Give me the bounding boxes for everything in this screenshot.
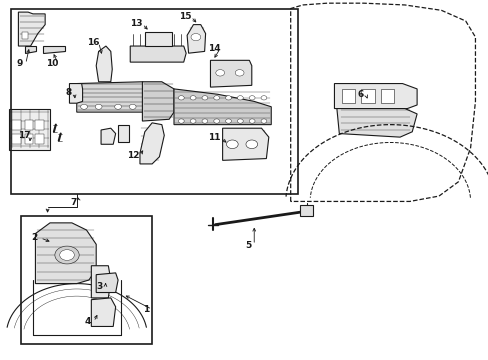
Circle shape <box>178 96 184 100</box>
Text: 10: 10 <box>46 59 59 68</box>
Bar <box>118 125 128 143</box>
Circle shape <box>81 104 87 109</box>
Circle shape <box>55 246 79 264</box>
Polygon shape <box>77 82 144 112</box>
Text: 14: 14 <box>207 44 220 53</box>
Text: 9: 9 <box>17 59 23 68</box>
Text: 1: 1 <box>143 305 149 314</box>
Text: 6: 6 <box>356 90 363 99</box>
Polygon shape <box>222 128 268 160</box>
Bar <box>11 9 297 194</box>
Circle shape <box>261 119 266 123</box>
Circle shape <box>115 104 121 109</box>
Polygon shape <box>35 223 96 284</box>
Circle shape <box>249 119 255 123</box>
Text: 17: 17 <box>19 131 31 140</box>
Circle shape <box>245 140 257 149</box>
Bar <box>12 134 21 144</box>
Circle shape <box>249 96 255 100</box>
Circle shape <box>191 33 201 41</box>
Polygon shape <box>91 266 111 298</box>
Text: 15: 15 <box>179 12 191 21</box>
Circle shape <box>235 69 244 76</box>
Bar <box>12 120 21 130</box>
Bar <box>35 120 44 130</box>
Circle shape <box>225 96 231 100</box>
Text: 7: 7 <box>70 198 77 207</box>
Bar <box>300 205 312 216</box>
Text: 16: 16 <box>86 38 99 47</box>
Polygon shape <box>334 84 416 109</box>
Circle shape <box>190 119 196 123</box>
Circle shape <box>95 104 102 109</box>
Polygon shape <box>336 109 416 137</box>
Bar <box>21 216 152 344</box>
Circle shape <box>202 119 207 123</box>
Circle shape <box>190 96 196 100</box>
Circle shape <box>226 140 238 149</box>
Polygon shape <box>96 46 112 82</box>
Bar <box>361 89 374 103</box>
Bar <box>35 134 44 144</box>
Polygon shape <box>174 89 271 125</box>
Polygon shape <box>101 128 116 144</box>
Polygon shape <box>25 46 36 53</box>
Polygon shape <box>19 12 45 46</box>
Polygon shape <box>42 46 64 53</box>
Circle shape <box>213 96 219 100</box>
Bar <box>9 109 50 150</box>
Circle shape <box>213 119 219 123</box>
Bar <box>25 134 33 144</box>
Polygon shape <box>187 24 205 53</box>
Text: 8: 8 <box>65 88 71 97</box>
Text: 5: 5 <box>245 240 251 249</box>
Text: 3: 3 <box>96 282 102 291</box>
Text: 13: 13 <box>130 19 142 28</box>
Bar <box>380 89 393 103</box>
Bar <box>144 32 171 46</box>
Bar <box>341 89 355 103</box>
Polygon shape <box>69 84 82 103</box>
Circle shape <box>225 119 231 123</box>
Polygon shape <box>96 273 118 293</box>
Polygon shape <box>130 46 186 62</box>
Text: 2: 2 <box>31 233 38 242</box>
Polygon shape <box>142 82 174 121</box>
Text: 11: 11 <box>208 133 220 142</box>
Bar <box>25 120 33 130</box>
Circle shape <box>237 96 243 100</box>
Text: 4: 4 <box>84 317 91 326</box>
Circle shape <box>237 119 243 123</box>
Circle shape <box>178 119 184 123</box>
Circle shape <box>202 96 207 100</box>
Text: 12: 12 <box>127 151 140 160</box>
Circle shape <box>60 249 74 260</box>
Polygon shape <box>140 123 164 164</box>
Circle shape <box>215 69 224 76</box>
Polygon shape <box>91 298 116 327</box>
Polygon shape <box>210 60 251 87</box>
Bar <box>22 32 28 39</box>
Circle shape <box>261 96 266 100</box>
Circle shape <box>129 104 136 109</box>
